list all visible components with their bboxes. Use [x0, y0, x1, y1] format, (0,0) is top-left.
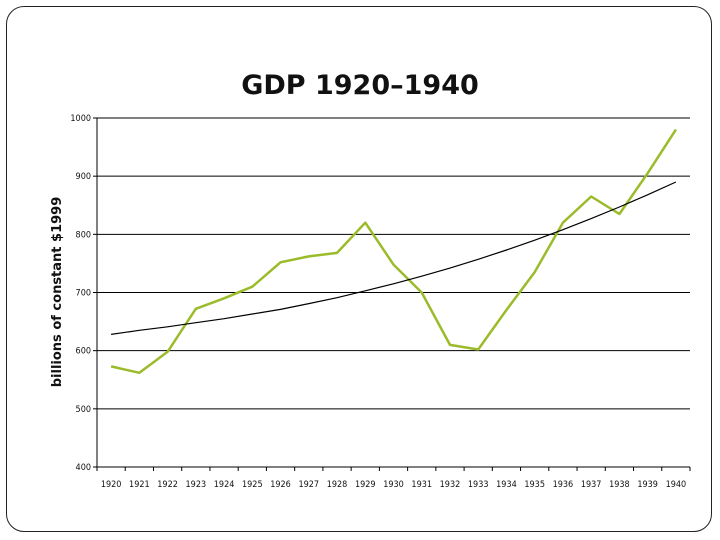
y-tick-label: 900: [76, 172, 91, 182]
x-tick-label: 1929: [355, 480, 376, 490]
x-tick-label: 1934: [496, 480, 517, 490]
axes: [93, 117, 691, 471]
x-tick-label: 1923: [186, 480, 207, 490]
x-tick-label: 1920: [101, 480, 122, 490]
x-tick-label: 1931: [411, 480, 432, 490]
x-tick-label: 1935: [524, 480, 545, 490]
y-tick-label: 700: [76, 289, 91, 299]
y-tick-label: 1000: [70, 114, 91, 124]
x-tick-label: 1925: [242, 480, 263, 490]
x-tick-label: 1939: [637, 480, 658, 490]
grid-lines: [97, 117, 690, 468]
y-tick-label: 600: [76, 347, 91, 357]
x-tick-label: 1930: [383, 480, 404, 490]
slide-frame: [6, 6, 712, 532]
x-tick-label: 1936: [553, 480, 574, 490]
trend-series-line: [111, 181, 677, 335]
y-tick-label: 500: [76, 405, 91, 415]
x-tick-label: 1937: [581, 480, 602, 490]
x-tick-label: 1938: [609, 480, 630, 490]
x-tick-label: 1940: [666, 480, 687, 490]
chart-title: GDP 1920–1940: [241, 70, 479, 101]
x-tick-label: 1921: [129, 480, 150, 490]
y-tick-label: 400: [76, 463, 91, 473]
y-tick-label: 800: [76, 230, 91, 240]
series-lines: [110, 128, 677, 375]
x-tick-label: 1928: [327, 480, 348, 490]
x-tick-label: 1924: [214, 480, 235, 490]
x-tick-label: 1926: [270, 480, 291, 490]
gdp-series-line: [110, 128, 677, 375]
x-tick-label: 1932: [440, 480, 461, 490]
tick-labels: 400 500 600 700 800 900 1000 1920 1921 1922 1923 19…: [70, 114, 686, 490]
x-tick-label: 1933: [468, 480, 489, 490]
y-axis-label: billions of constant $1999: [50, 197, 65, 388]
x-tick-label: 1927: [298, 480, 319, 490]
x-tick-label: 1922: [157, 480, 178, 490]
